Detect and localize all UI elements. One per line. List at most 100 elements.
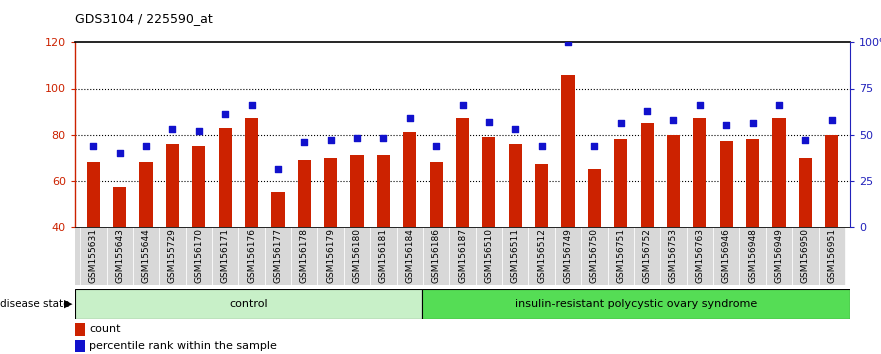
- Point: [455, 102, 470, 108]
- Bar: [456, 118, 469, 227]
- Bar: [159, 227, 186, 285]
- Point: [245, 102, 259, 108]
- Text: GSM156750: GSM156750: [590, 228, 599, 283]
- Bar: [113, 188, 126, 227]
- Bar: [739, 227, 766, 285]
- Point: [508, 126, 522, 132]
- Text: GSM156171: GSM156171: [221, 228, 230, 283]
- Bar: [640, 123, 654, 227]
- Bar: [581, 227, 608, 285]
- Point: [166, 126, 180, 132]
- Bar: [634, 227, 660, 285]
- Bar: [608, 227, 634, 285]
- Bar: [422, 289, 850, 319]
- Text: GSM156180: GSM156180: [352, 228, 361, 283]
- Point: [270, 167, 285, 172]
- Text: GSM156170: GSM156170: [195, 228, 204, 283]
- Point: [350, 135, 364, 141]
- Point: [772, 102, 786, 108]
- Point: [376, 135, 390, 141]
- Text: count: count: [89, 324, 121, 334]
- Text: GSM155643: GSM155643: [115, 228, 124, 283]
- Bar: [746, 139, 759, 227]
- Bar: [317, 227, 344, 285]
- Point: [640, 108, 655, 113]
- Bar: [344, 227, 370, 285]
- Point: [218, 112, 233, 117]
- Bar: [588, 169, 601, 227]
- Point: [745, 121, 759, 126]
- Text: GSM156176: GSM156176: [247, 228, 256, 283]
- Text: GSM156749: GSM156749: [564, 228, 573, 283]
- Bar: [713, 227, 739, 285]
- Point: [535, 143, 549, 148]
- Point: [614, 121, 628, 126]
- Bar: [298, 160, 311, 227]
- Bar: [482, 137, 495, 227]
- Bar: [430, 162, 443, 227]
- Text: GSM156752: GSM156752: [642, 228, 652, 283]
- Bar: [218, 128, 232, 227]
- Bar: [614, 139, 627, 227]
- Bar: [720, 141, 733, 227]
- Point: [429, 143, 443, 148]
- Bar: [773, 118, 786, 227]
- Text: GSM155631: GSM155631: [89, 228, 98, 283]
- Point: [403, 115, 417, 121]
- Point: [825, 117, 839, 122]
- Bar: [212, 227, 239, 285]
- Point: [192, 128, 206, 134]
- Bar: [75, 323, 85, 336]
- Bar: [825, 135, 839, 227]
- Bar: [766, 227, 792, 285]
- Bar: [535, 164, 548, 227]
- Bar: [818, 227, 845, 285]
- Bar: [555, 227, 581, 285]
- Text: GSM156511: GSM156511: [511, 228, 520, 283]
- Bar: [291, 227, 317, 285]
- Text: control: control: [229, 298, 268, 309]
- Bar: [133, 227, 159, 285]
- Bar: [370, 227, 396, 285]
- Text: percentile rank within the sample: percentile rank within the sample: [89, 341, 277, 351]
- Bar: [186, 227, 212, 285]
- Text: GSM156177: GSM156177: [273, 228, 283, 283]
- Text: ▶: ▶: [64, 298, 73, 309]
- Bar: [86, 162, 100, 227]
- Point: [798, 137, 812, 143]
- Text: GSM156951: GSM156951: [827, 228, 836, 283]
- Text: GSM156751: GSM156751: [616, 228, 626, 283]
- Bar: [377, 155, 390, 227]
- Point: [588, 143, 602, 148]
- Bar: [80, 227, 107, 285]
- Bar: [476, 227, 502, 285]
- Point: [113, 150, 127, 156]
- Bar: [529, 227, 555, 285]
- Bar: [449, 227, 476, 285]
- Bar: [245, 118, 258, 227]
- Bar: [508, 144, 522, 227]
- Bar: [192, 146, 205, 227]
- Text: GSM156763: GSM156763: [695, 228, 704, 283]
- Bar: [351, 155, 364, 227]
- Bar: [75, 339, 85, 352]
- Point: [561, 40, 575, 45]
- Point: [692, 102, 707, 108]
- Bar: [239, 227, 265, 285]
- Point: [86, 143, 100, 148]
- Text: GSM156181: GSM156181: [379, 228, 388, 283]
- Text: GSM156753: GSM156753: [669, 228, 678, 283]
- Point: [139, 143, 153, 148]
- Bar: [660, 227, 686, 285]
- Text: GSM156512: GSM156512: [537, 228, 546, 283]
- Text: GDS3104 / 225590_at: GDS3104 / 225590_at: [75, 12, 212, 25]
- Bar: [271, 192, 285, 227]
- Text: GSM156179: GSM156179: [326, 228, 335, 283]
- Point: [719, 122, 733, 128]
- Text: disease state: disease state: [0, 298, 70, 309]
- Bar: [693, 118, 707, 227]
- Bar: [423, 227, 449, 285]
- Bar: [799, 158, 812, 227]
- Point: [297, 139, 311, 145]
- Point: [323, 137, 337, 143]
